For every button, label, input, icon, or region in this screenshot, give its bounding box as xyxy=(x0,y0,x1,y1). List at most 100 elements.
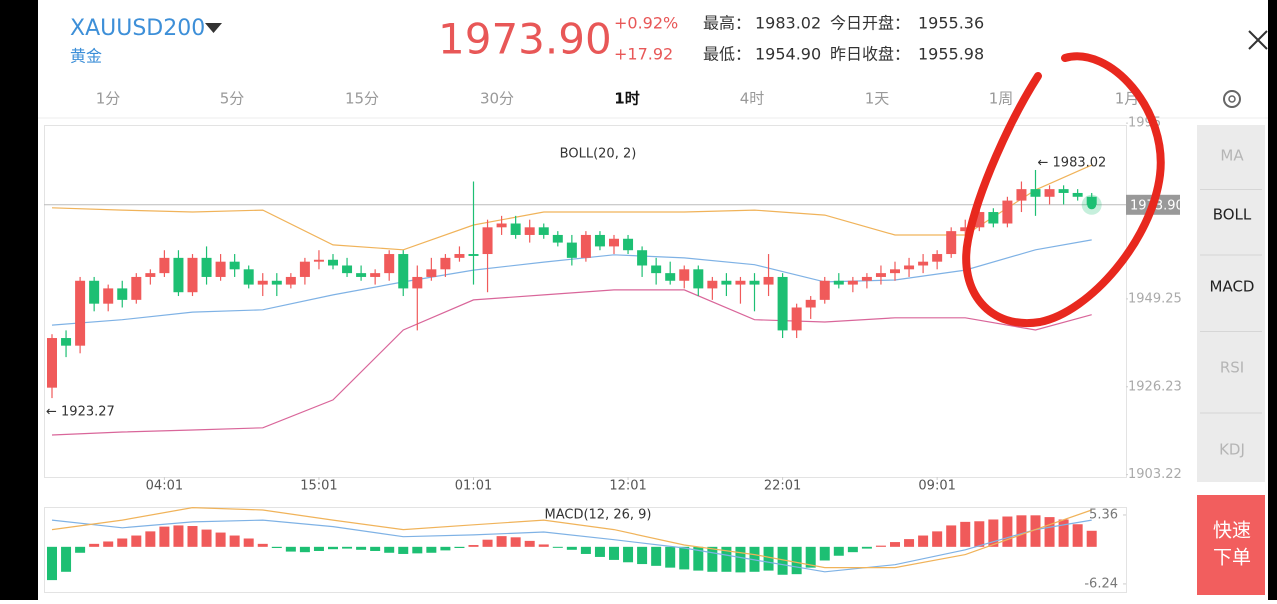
macd-bar xyxy=(623,546,634,563)
indicator-button[interactable]: MACD xyxy=(1210,278,1255,296)
candle-body xyxy=(187,257,198,293)
candle-body xyxy=(805,299,816,308)
macd-bar xyxy=(1058,519,1069,547)
candle-body xyxy=(749,280,760,285)
candle-body xyxy=(890,269,900,274)
macd-bar xyxy=(637,546,648,565)
timeframe-tab[interactable]: 1时 xyxy=(614,90,639,108)
gear-hub[interactable] xyxy=(1228,95,1236,103)
macd-bar xyxy=(342,546,353,549)
timeframe-tab[interactable]: 1分 xyxy=(96,90,121,108)
candle-body xyxy=(173,257,184,293)
macd-bar xyxy=(819,546,830,561)
macd-bar xyxy=(61,546,72,572)
low-label: ← 1923.27 xyxy=(46,405,115,420)
macd-bar xyxy=(875,545,886,547)
indicator-button[interactable]: RSI xyxy=(1220,359,1244,377)
macd-bar xyxy=(932,531,943,547)
macd-bar xyxy=(693,546,704,571)
macd-bar xyxy=(763,546,774,571)
candle-body xyxy=(75,280,86,346)
macd-bar xyxy=(103,541,114,547)
symbol-name: 黄金 xyxy=(70,47,102,66)
macd-bar xyxy=(356,546,367,550)
macd-bar xyxy=(173,525,184,547)
stat-label: 昨日收盘： xyxy=(830,45,910,64)
indicator-button[interactable]: BOLL xyxy=(1213,206,1252,224)
macd-bar xyxy=(805,546,816,568)
macd-bar xyxy=(89,543,100,547)
macd-bar xyxy=(974,521,985,547)
price-panel xyxy=(44,125,1127,478)
candle-body xyxy=(1044,189,1055,197)
timeframe-tab[interactable]: 30分 xyxy=(480,90,514,108)
timeframe-tab[interactable]: 4时 xyxy=(740,90,765,108)
stat-value: 1955.36 xyxy=(918,14,984,33)
left-bezel xyxy=(0,0,38,600)
macd-bar xyxy=(243,538,254,547)
change-pct: +0.92% xyxy=(614,14,678,33)
candle-body xyxy=(145,273,156,277)
candle-body xyxy=(398,254,409,289)
candle-body xyxy=(651,265,662,274)
macd-bar xyxy=(594,546,605,557)
stat-label: 今日开盘： xyxy=(830,14,910,33)
macd-bar xyxy=(791,546,802,575)
timeframe-tab[interactable]: 1天 xyxy=(865,90,890,108)
macd-bar xyxy=(833,546,844,556)
candle-body xyxy=(47,338,57,388)
close-button[interactable] xyxy=(1248,30,1268,50)
indicator-button[interactable]: KDJ xyxy=(1219,441,1245,459)
indicator-title: BOLL(20, 2) xyxy=(560,147,637,162)
macd-bar xyxy=(117,538,128,547)
candle-body xyxy=(988,212,999,224)
candle-body xyxy=(904,265,915,270)
candle-body xyxy=(159,257,170,274)
high-label: ← 1983.02 xyxy=(1038,155,1107,170)
macd-bar xyxy=(651,546,662,566)
macd-bar xyxy=(328,546,338,550)
macd-bar xyxy=(257,543,268,547)
x-tick-label: 15:01 xyxy=(300,479,337,494)
timeframe-tab[interactable]: 15分 xyxy=(345,90,379,108)
settings-icon[interactable] xyxy=(1223,90,1241,108)
macd-bar xyxy=(735,546,746,573)
price: 1973.90 xyxy=(438,15,612,64)
macd-bar xyxy=(426,546,437,553)
x-tick-label: 04:01 xyxy=(146,479,183,494)
timeframe-tab[interactable]: 1周 xyxy=(989,90,1014,108)
symbol-dropdown[interactable] xyxy=(205,23,222,33)
macd-bar xyxy=(482,539,493,547)
timeframe-tab[interactable]: 5分 xyxy=(220,90,245,108)
macd-bar xyxy=(440,546,451,551)
candle-body xyxy=(974,212,985,228)
macd-bar xyxy=(299,546,310,553)
macd-bar xyxy=(580,546,591,554)
x-tick-label: 01:01 xyxy=(455,479,492,494)
candle-body xyxy=(313,259,324,262)
candle-body xyxy=(861,276,872,281)
candle-body xyxy=(819,280,830,300)
symbol[interactable]: XAUUSD200 xyxy=(70,16,205,41)
candle-body xyxy=(763,276,774,285)
macd-bar xyxy=(1002,516,1013,547)
order-button[interactable] xyxy=(1197,495,1265,595)
gear[interactable] xyxy=(1223,90,1241,108)
order-button-label[interactable]: 下单 xyxy=(1213,547,1251,569)
last-price-label: 1973.90 xyxy=(1130,198,1184,213)
macd-bar xyxy=(918,535,929,547)
macd-bar xyxy=(398,546,409,554)
candle-body xyxy=(89,280,100,304)
macd-bar xyxy=(1030,515,1041,547)
candle-body xyxy=(594,234,605,247)
order-button-label[interactable]: 快速 xyxy=(1213,520,1251,542)
candle-body xyxy=(960,227,971,232)
y-tick-label: 5.36 xyxy=(1089,507,1118,522)
candle-body xyxy=(552,234,563,243)
indicator-button[interactable]: MA xyxy=(1220,147,1244,165)
macd-bar xyxy=(370,546,381,551)
macd-bar xyxy=(285,546,296,552)
y-tick-label: -6.24 xyxy=(1084,576,1118,591)
macd-bar xyxy=(946,525,957,547)
stat-value: 1955.98 xyxy=(918,45,984,64)
